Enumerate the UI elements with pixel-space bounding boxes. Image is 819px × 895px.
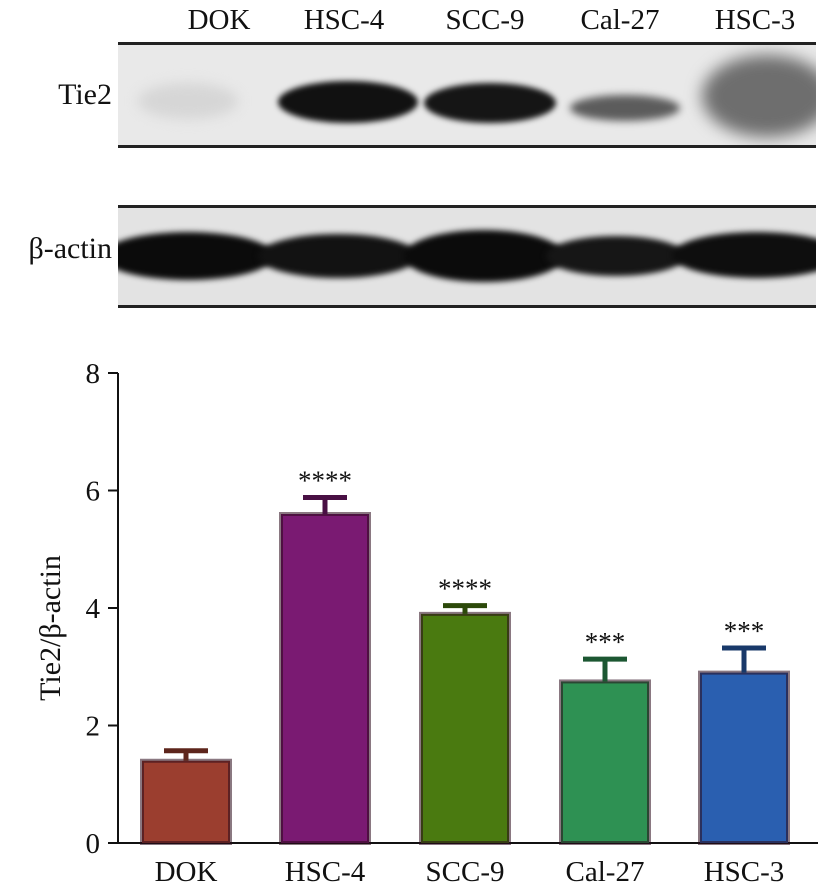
row-label-tie2: Tie2 xyxy=(58,78,112,111)
bar-scc-9 xyxy=(419,611,511,845)
lane-label-cal27: Cal-27 xyxy=(580,4,660,36)
lane-label-hsc3: HSC-3 xyxy=(714,4,796,36)
row-label-beta-actin: β-actin xyxy=(28,232,112,265)
y-tick-label: 8 xyxy=(86,358,101,390)
y-tick-label: 4 xyxy=(86,593,101,625)
tie2-band-dok xyxy=(138,83,238,119)
y-axis-label: Tie2/β-actin xyxy=(34,555,67,701)
tie2-band-hsc3 xyxy=(702,55,816,137)
beta-actin-blot-strip xyxy=(118,205,816,308)
significance-marker: **** xyxy=(298,466,352,496)
y-tick-label: 2 xyxy=(86,711,101,743)
significance-marker: **** xyxy=(438,574,492,604)
lane-label-dok: DOK xyxy=(187,4,251,36)
x-tick-label: SCC-9 xyxy=(426,856,505,888)
lane-label-hsc4: HSC-4 xyxy=(303,4,385,36)
actin-band-cal27 xyxy=(546,236,686,276)
actin-band-hsc3 xyxy=(672,232,816,278)
actin-band-hsc4 xyxy=(258,234,418,278)
bar-dok xyxy=(140,758,232,845)
actin-band-scc9 xyxy=(404,230,564,282)
significance-marker: *** xyxy=(585,627,626,657)
lane-label-scc9: SCC-9 xyxy=(445,4,525,36)
x-tick-label: DOK xyxy=(155,856,218,888)
bar-hsc-3 xyxy=(698,670,790,845)
significance-marker: *** xyxy=(724,616,765,646)
bar-hsc-4 xyxy=(279,512,371,845)
x-tick-label: HSC-4 xyxy=(285,856,366,888)
x-tick-label: HSC-3 xyxy=(704,856,785,888)
x-tick-label: Cal-27 xyxy=(566,856,645,888)
bar-chart: 0 2 4 6 8 Tie2/β-actin DOK **** HSC-4 **** SCC-9 **… xyxy=(34,358,818,888)
y-tick-label: 0 xyxy=(86,828,101,860)
y-tick-label: 6 xyxy=(86,476,101,508)
tie2-band-hsc4 xyxy=(278,81,418,123)
actin-band-dok xyxy=(118,232,274,280)
tie2-band-scc9 xyxy=(424,83,556,123)
bar-cal-27 xyxy=(559,679,651,845)
tie2-band-cal27 xyxy=(570,95,680,121)
tie2-blot-strip xyxy=(118,42,816,148)
